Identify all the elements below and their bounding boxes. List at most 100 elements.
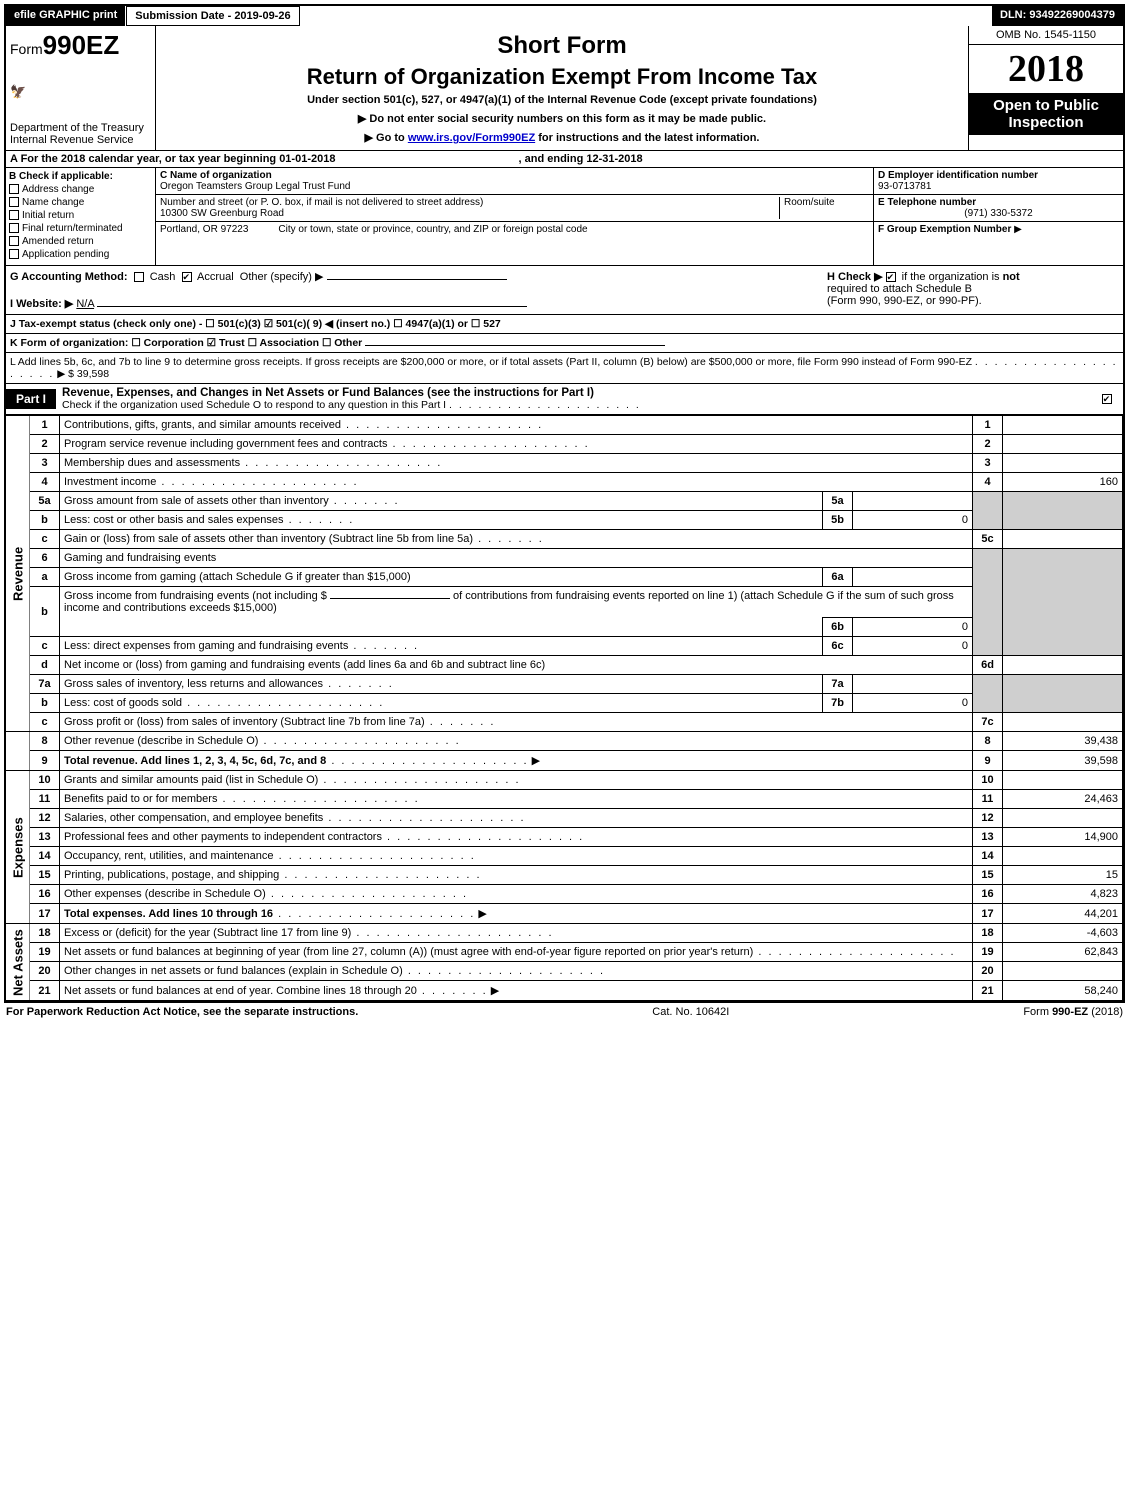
row11-rv: 24,463 [1003, 790, 1123, 809]
checkbox-name-change[interactable] [9, 197, 19, 207]
header-left: Form990EZ 🦅 Department of the Treasury I… [6, 26, 156, 150]
part1-label: Part I [6, 389, 56, 409]
row5b-num: b [30, 511, 60, 530]
row3-num: 3 [30, 454, 60, 473]
row3-rn: 3 [973, 454, 1003, 473]
part1-table: Revenue 1 Contributions, gifts, grants, … [6, 415, 1123, 1001]
row5a-num: 5a [30, 492, 60, 511]
city-label: City or town, state or province, country… [278, 224, 587, 235]
row10-desc: Grants and similar amounts paid (list in… [64, 774, 318, 786]
row3-desc: Membership dues and assessments [64, 457, 240, 469]
row7b-mn: 7b [823, 694, 853, 713]
checkbox-final-return[interactable] [9, 223, 19, 233]
line-l-amount: ▶ $ 39,598 [57, 368, 109, 380]
side-label-revenue: Revenue [6, 416, 30, 732]
row7ab-shaded-num [973, 675, 1003, 713]
row3-rv [1003, 454, 1123, 473]
row8-rv: 39,438 [1003, 732, 1123, 751]
row7c-num: c [30, 713, 60, 732]
row14-desc: Occupancy, rent, utilities, and maintena… [64, 850, 274, 862]
row6d-desc: Net income or (loss) from gaming and fun… [64, 659, 545, 671]
checkbox-initial-return[interactable] [9, 210, 19, 220]
g-cash: Cash [150, 271, 176, 283]
row5a-mn: 5a [823, 492, 853, 511]
side-label-net-assets: Net Assets [6, 924, 30, 1001]
line-l: L Add lines 5b, 6c, and 7b to line 9 to … [6, 353, 1123, 384]
section-g-i: G Accounting Method: Cash Accrual Other … [6, 266, 823, 314]
row7a-mn: 7a [823, 675, 853, 694]
g-other: Other (specify) ▶ [240, 271, 324, 283]
section-a: A For the 2018 calendar year, or tax yea… [6, 151, 1123, 168]
row7b-desc: Less: cost of goods sold [64, 697, 182, 709]
row6c-mv: 0 [853, 637, 973, 656]
irs-eagle-icon: 🦅 [10, 84, 151, 100]
top-bar: efile GRAPHIC print Submission Date - 20… [6, 6, 1123, 26]
row8-rn: 8 [973, 732, 1003, 751]
row12-num: 12 [30, 809, 60, 828]
side-label-expenses: Expenses [6, 771, 30, 924]
goto-prefix: Go to [376, 132, 408, 144]
row7a-dots [323, 678, 394, 690]
checkbox-address-change[interactable] [9, 184, 19, 194]
part1-header: Part I Revenue, Expenses, and Changes in… [6, 384, 1123, 415]
do-not-enter-text: Do not enter social security numbers on … [369, 113, 766, 125]
chk-label-4: Amended return [22, 236, 94, 247]
part1-subtitle: Check if the organization used Schedule … [62, 399, 446, 411]
line-j-text: J Tax-exempt status (check only one) - ☐… [10, 318, 501, 330]
row20-dots [403, 965, 605, 977]
row14-num: 14 [30, 847, 60, 866]
row20-rn: 20 [973, 962, 1003, 981]
row5a-desc: Gross amount from sale of assets other t… [64, 495, 329, 507]
row15-desc: Printing, publications, postage, and shi… [64, 869, 279, 881]
checkbox-h[interactable] [886, 272, 896, 282]
section-b-heading: B Check if applicable: [9, 171, 113, 182]
row8-num: 8 [30, 732, 60, 751]
row5c-num: c [30, 530, 60, 549]
part1-schedule-o-checkbox[interactable] [1102, 394, 1112, 404]
header-center: Short Form Return of Organization Exempt… [156, 26, 968, 150]
checkbox-application-pending[interactable] [9, 249, 19, 259]
row5b-dots [284, 514, 355, 526]
checkbox-accrual[interactable] [182, 272, 192, 282]
chk-label-1: Name change [22, 197, 84, 208]
row9-rn: 9 [973, 751, 1003, 771]
row10-rv [1003, 771, 1123, 790]
header-right: OMB No. 1545-1150 2018 Open to Public In… [968, 26, 1123, 150]
form-number-big: 990EZ [43, 30, 120, 60]
row7b-mv: 0 [853, 694, 973, 713]
line-k-underline [365, 345, 665, 346]
row16-num: 16 [30, 885, 60, 904]
row10-rn: 10 [973, 771, 1003, 790]
dln-label: DLN: 93492269004379 [992, 6, 1123, 26]
chk-label-0: Address change [22, 184, 94, 195]
goto-link[interactable]: www.irs.gov/Form990EZ [408, 132, 535, 144]
row9-desc: Total revenue. Add lines 1, 2, 3, 4, 5c,… [64, 755, 326, 767]
row6a-num: a [30, 568, 60, 587]
efile-print-button[interactable]: efile GRAPHIC print [6, 6, 126, 26]
row14-rn: 14 [973, 847, 1003, 866]
line-l-text: L Add lines 5b, 6c, and 7b to line 9 to … [10, 356, 972, 368]
side-label-revenue-cont [6, 732, 30, 771]
under-section-text: Under section 501(c), 527, or 4947(a)(1)… [166, 94, 958, 106]
row6b-blank[interactable] [330, 598, 450, 599]
row8-desc: Other revenue (describe in Schedule O) [64, 735, 258, 747]
row13-desc: Professional fees and other payments to … [64, 831, 382, 843]
row20-rv [1003, 962, 1123, 981]
row5b-mv: 0 [853, 511, 973, 530]
row3-dots [240, 457, 442, 469]
checkbox-amended-return[interactable] [9, 236, 19, 246]
omb-number: OMB No. 1545-1150 [969, 26, 1123, 45]
row13-rn: 13 [973, 828, 1003, 847]
row6c-desc: Less: direct expenses from gaming and fu… [64, 640, 348, 652]
dept-line1: Department of the Treasury [10, 122, 151, 134]
row12-rn: 12 [973, 809, 1003, 828]
g-other-input[interactable] [327, 279, 507, 280]
row6-shaded-val [1003, 549, 1123, 656]
row16-rn: 16 [973, 885, 1003, 904]
row18-num: 18 [30, 924, 60, 943]
city-state-zip: Portland, OR 97223 [160, 224, 248, 235]
row1-num: 1 [30, 416, 60, 435]
checkbox-cash[interactable] [134, 272, 144, 282]
row6-shaded-num [973, 549, 1003, 656]
phone-value: (971) 330-5372 [878, 208, 1119, 219]
